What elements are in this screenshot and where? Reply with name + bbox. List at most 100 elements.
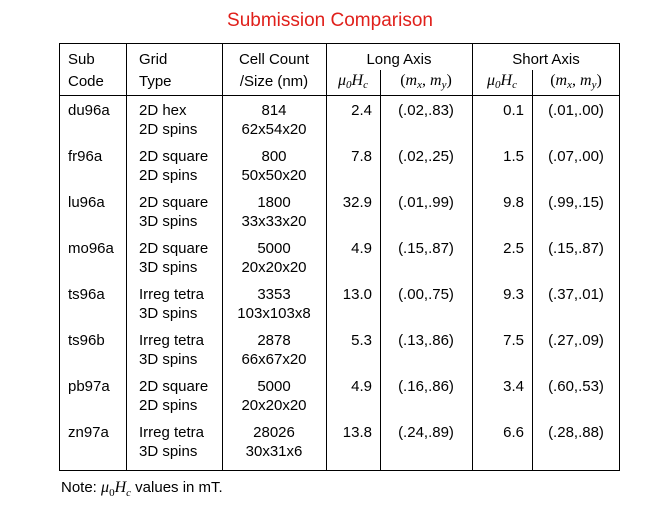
note-suffix: values in mT. <box>131 479 223 496</box>
cell-long-coercivity: 4.9 <box>351 240 372 257</box>
table-note: Note: μ0Hc values in mT. <box>61 479 223 499</box>
cell-short-magnetization: (.99,.15) <box>548 194 604 211</box>
cell-size: 33x33x20 <box>241 213 307 230</box>
cell-spin-type: 3D spins <box>139 443 198 460</box>
header-short-magnetization: (mx, my) <box>532 72 620 91</box>
h-symbol: H <box>500 72 513 89</box>
m-symbol: m <box>430 72 442 89</box>
m-symbol: m <box>555 72 568 89</box>
cell-code: fr96a <box>68 148 103 165</box>
cell-code: ts96b <box>68 332 105 349</box>
cell-short-magnetization: (.15,.87) <box>548 240 604 257</box>
cell-count: 1800 <box>257 194 291 211</box>
cell-size: 20x20x20 <box>241 397 307 414</box>
header-type: Type <box>139 73 172 90</box>
cell-code: pb97a <box>68 378 110 395</box>
cell-long-magnetization: (.13,.86) <box>398 332 454 349</box>
cell-spin-type: 2D spins <box>139 397 198 414</box>
paren-open: ( <box>550 72 556 89</box>
column-divider <box>472 43 473 471</box>
header-long-axis: Long Axis <box>366 51 432 68</box>
cell-spin-type: 2D spins <box>139 121 198 138</box>
cell-short-magnetization: (.27,.09) <box>548 332 604 349</box>
cell-size: 20x20x20 <box>241 259 307 276</box>
cell-short-magnetization: (.37,.01) <box>548 286 604 303</box>
cell-short-coercivity: 9.3 <box>503 286 524 303</box>
cell-grid-type: 2D square <box>139 194 209 211</box>
h-subscript: c <box>363 79 368 91</box>
cell-short-magnetization: (.01,.00) <box>548 102 604 119</box>
note-prefix: Note: <box>61 479 102 496</box>
cell-spin-type: 3D spins <box>139 213 198 230</box>
column-divider <box>126 43 127 471</box>
note-mu-subscript: 0 <box>109 487 115 499</box>
header-size: /Size (nm) <box>239 73 309 90</box>
cell-long-coercivity: 13.8 <box>342 424 372 441</box>
cell-code: lu96a <box>68 194 105 211</box>
cell-short-coercivity: 7.5 <box>503 332 524 349</box>
cell-grid-type: Irreg tetra <box>139 286 205 303</box>
cell-long-coercivity: 32.9 <box>342 194 372 211</box>
mu-subscript: 0 <box>346 79 352 91</box>
cell-count: 5000 <box>257 240 291 257</box>
h-symbol: H <box>351 72 364 89</box>
cell-count: 3353 <box>257 286 291 303</box>
cell-long-coercivity: 4.9 <box>351 378 372 395</box>
cell-count: 814 <box>261 102 287 119</box>
mu-subscript: 0 <box>495 79 501 91</box>
h-subscript: c <box>512 79 517 91</box>
x-subscript: x <box>567 79 572 91</box>
header-divider <box>59 95 620 96</box>
header-grid: Grid <box>139 51 168 68</box>
cell-code: zn97a <box>68 424 109 441</box>
paren-close: ) <box>596 72 602 89</box>
mu-symbol: μ <box>487 72 496 89</box>
cell-grid-type: Irreg tetra <box>139 332 205 349</box>
cell-count: 800 <box>261 148 287 165</box>
column-divider <box>380 70 381 471</box>
cell-spin-type: 2D spins <box>139 167 198 184</box>
cell-spin-type: 3D spins <box>139 351 198 368</box>
note-mu-symbol: μ <box>101 479 110 496</box>
cell-code: mo96a <box>68 240 114 257</box>
header-long-magnetization: (mx, my) <box>380 72 472 91</box>
column-divider <box>532 70 533 471</box>
cell-long-coercivity: 5.3 <box>351 332 372 349</box>
cell-long-coercivity: 2.4 <box>351 102 372 119</box>
header-sub: Sub <box>68 51 95 68</box>
header-long-coercivity: μ0Hc <box>326 72 380 91</box>
cell-count: 2878 <box>257 332 291 349</box>
cell-count: 5000 <box>257 378 291 395</box>
y-subscript: y <box>591 79 597 91</box>
page-title: Submission Comparison <box>227 10 433 31</box>
cell-size: 103x103x8 <box>237 305 311 322</box>
comma: , <box>572 72 580 89</box>
cell-long-magnetization: (.02,.83) <box>398 102 454 119</box>
m-symbol: m <box>405 72 418 89</box>
m-symbol: m <box>580 72 592 89</box>
comma: , <box>422 72 430 89</box>
y-subscript: y <box>441 79 447 91</box>
mu-symbol: μ <box>338 72 347 89</box>
cell-long-magnetization: (.01,.99) <box>398 194 454 211</box>
cell-short-coercivity: 1.5 <box>503 148 524 165</box>
x-subscript: x <box>417 79 422 91</box>
cell-size: 50x50x20 <box>241 167 307 184</box>
comparison-table <box>59 43 620 471</box>
header-cell-count: Cell Count <box>238 51 310 68</box>
cell-short-coercivity: 9.8 <box>503 194 524 211</box>
cell-grid-type: 2D square <box>139 378 209 395</box>
header-code: Code <box>68 73 104 90</box>
cell-short-coercivity: 2.5 <box>503 240 524 257</box>
cell-grid-type: 2D hex <box>139 102 187 119</box>
cell-short-magnetization: (.28,.88) <box>548 424 604 441</box>
cell-code: du96a <box>68 102 110 119</box>
cell-long-magnetization: (.00,.75) <box>398 286 454 303</box>
cell-long-magnetization: (.15,.87) <box>398 240 454 257</box>
cell-grid-type: Irreg tetra <box>139 424 205 441</box>
cell-long-magnetization: (.02,.25) <box>398 148 454 165</box>
cell-grid-type: 2D square <box>139 240 209 257</box>
header-short-coercivity: μ0Hc <box>472 72 532 91</box>
note-h-symbol: H <box>114 479 127 496</box>
cell-short-coercivity: 6.6 <box>503 424 524 441</box>
